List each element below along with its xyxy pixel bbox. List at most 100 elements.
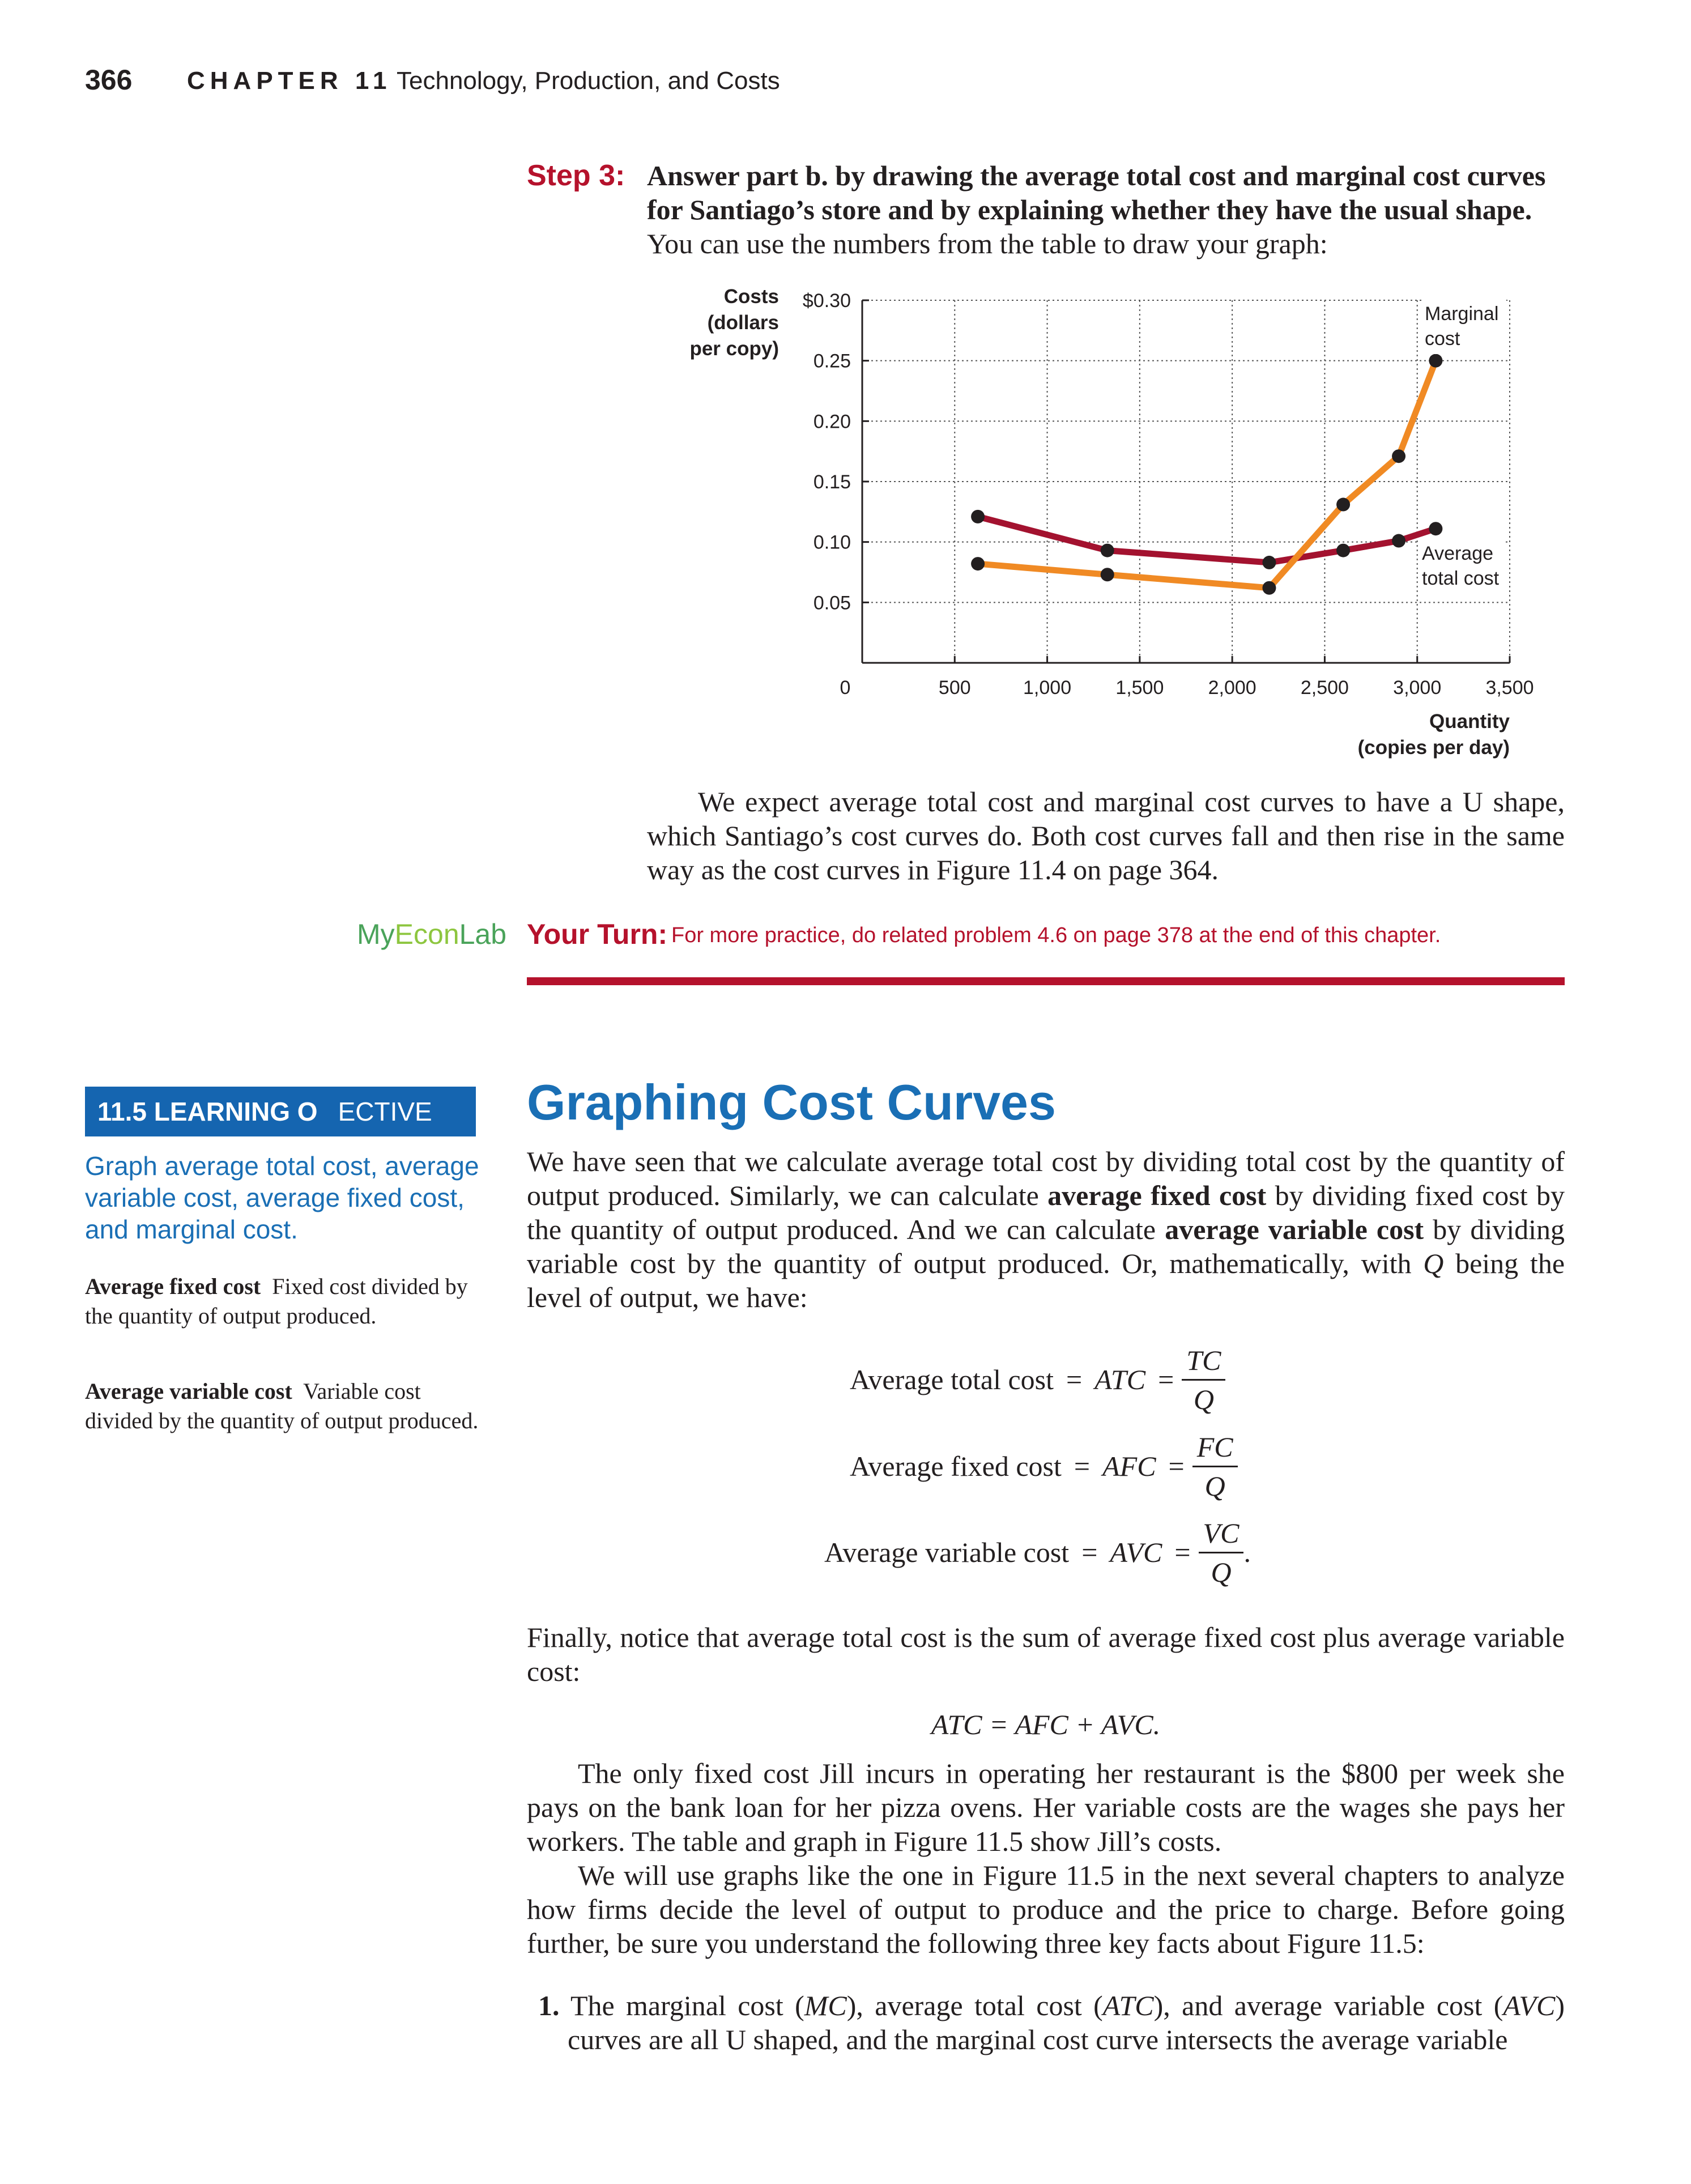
definition-term: Average fixed cost <box>85 1274 261 1299</box>
equation-label: Average fixed cost <box>850 1450 1062 1482</box>
curve-label-text: Marginal cost <box>1425 303 1498 350</box>
learning-objective-badge: 11.5 LEARNING O ECTIVE <box>85 1087 476 1136</box>
text-run: by dividing fixed cost by the quantity o… <box>527 1180 1565 1245</box>
equation-fraction: FC Q <box>1192 1428 1238 1505</box>
equation-sum: ATC = AFC + AVC. <box>931 1709 1161 1740</box>
body-paragraph: Finally, notice that average total cost … <box>527 1621 1565 1687</box>
chapter-label: CHAPTER 11 <box>187 67 392 95</box>
step-plain-text: You can use the numbers from the table t… <box>647 228 1328 259</box>
marginal-cost-label: Marginal cost <box>1421 299 1506 354</box>
chart-tick-labels: 0 500 1,000 1,500 2,000 2,500 3,000 3,500 0.05 0.… <box>803 290 1534 699</box>
y-axis-title: Costs (dollars per copy) <box>689 286 779 360</box>
curve-label-line: Marginal <box>1425 303 1498 325</box>
key-term: average variable cost <box>1165 1214 1424 1245</box>
series-line-average-total-cost <box>974 513 1439 566</box>
section-title: Graphing Cost Curves <box>527 1074 1056 1130</box>
x-tick-label: 2,000 <box>1208 677 1256 699</box>
text-run: The marginal cost ( <box>570 1990 804 2021</box>
body-paragraph: We have seen that we calculate average t… <box>527 1144 1565 1314</box>
equation-label: Average total cost <box>850 1364 1054 1395</box>
x-tick-label: 0 <box>840 677 851 699</box>
definition-text: Variable cost divided by the quantity of… <box>85 1378 479 1433</box>
step-label: Step 3: <box>527 159 625 192</box>
data-point <box>1262 581 1276 595</box>
cost-curves-chart: 0 500 1,000 1,500 2,000 2,500 3,000 3,500 0.05 0.… <box>689 286 1534 759</box>
fraction-numerator: FC <box>1192 1428 1238 1467</box>
equation-abbr: ATC <box>1094 1364 1146 1395</box>
x-tick-label: 3,500 <box>1485 677 1534 699</box>
definition-average-variable-cost: Average variable cost Variable cost divi… <box>85 1377 482 1436</box>
curve-label-background <box>1421 299 1506 354</box>
equation-end: . <box>1243 1536 1251 1568</box>
curve-label-line: Average <box>1422 543 1493 564</box>
curve-label-background <box>1419 538 1503 594</box>
math-symbol: ATC <box>1102 1990 1154 2021</box>
lo-badge-bold: 11.5 LEARNING O <box>97 1097 318 1126</box>
equation-label: Average variable cost <box>824 1536 1070 1568</box>
fraction-numerator: VC <box>1198 1514 1244 1553</box>
lo-badge-rest: ECTIVE <box>338 1097 432 1126</box>
step-text: Answer part b. by drawing the average to… <box>647 159 1565 261</box>
x-axis-title-line: (copies per day) <box>1358 736 1510 759</box>
y-axis-title-line: Costs <box>724 286 779 308</box>
x-tick-label: 2,500 <box>1301 677 1349 699</box>
data-point <box>1392 449 1406 463</box>
x-tick-label: 500 <box>939 677 971 699</box>
math-symbol: MC <box>804 1990 847 2021</box>
step-conclusion: We expect average total cost and margina… <box>647 786 1565 885</box>
data-point <box>1100 568 1114 582</box>
data-point <box>1100 543 1114 557</box>
x-tick-label: 3,000 <box>1393 677 1441 699</box>
math-symbol: Q <box>1423 1248 1444 1279</box>
text-run: being the level of output, we have: <box>527 1248 1565 1313</box>
myeconlab-logo: MyEconLab <box>357 918 506 951</box>
chart-axes <box>861 299 1511 664</box>
myeconlab-econ: Econ <box>394 918 459 950</box>
average-total-cost-label: Average total cost <box>1419 538 1503 594</box>
definition-average-fixed-cost: Average fixed cost Fixed cost divided by… <box>85 1272 482 1331</box>
list-item: 1. The marginal cost (MC), average total… <box>527 1989 1565 2057</box>
y-tick-label: 0.15 <box>813 471 851 493</box>
y-tick-label: $0.30 <box>803 290 851 312</box>
equation-average-total-cost: Average total cost = ATC = TC Q <box>527 1337 1565 1422</box>
equation-abbr: AFC <box>1102 1450 1156 1482</box>
data-point <box>1429 522 1443 536</box>
data-point <box>971 557 985 571</box>
text-run: We have seen that we calculate average t… <box>527 1146 1565 1211</box>
text-run: ) curves are all U shaped, and the margi… <box>568 1990 1565 2055</box>
equation-abbr: AVC <box>1110 1536 1162 1568</box>
y-tick-label: 0.25 <box>813 351 851 372</box>
y-axis-title-line: (dollars <box>708 312 779 334</box>
myeconlab-lab: Lab <box>459 918 507 950</box>
y-tick-label: 0.05 <box>813 592 851 614</box>
data-point <box>1392 534 1406 548</box>
fraction-denominator: Q <box>1211 1556 1232 1588</box>
data-point <box>1429 354 1443 368</box>
y-axis-title-line: per copy) <box>689 338 779 360</box>
body-paragraph: The only fixed cost Jill incurs in opera… <box>527 1757 1565 1857</box>
curve-label-line: cost <box>1425 328 1460 350</box>
definition-text: Fixed cost divided by the quantity of ou… <box>85 1274 468 1329</box>
curve-label-line: total cost <box>1422 568 1500 589</box>
page-number: 366 <box>85 64 133 96</box>
chapter-title: Technology, Production, and Costs <box>397 67 780 95</box>
text-run: by dividing variable cost by the quantit… <box>527 1214 1565 1279</box>
x-tick-label: 1,000 <box>1023 677 1071 699</box>
y-tick-label: 0.10 <box>813 532 851 554</box>
equation-fraction: VC Q <box>1198 1514 1244 1591</box>
series-line-marginal-cost <box>974 357 1439 591</box>
body-paragraph: We will use graphs like the one in Figur… <box>527 1859 1565 1959</box>
list-number: 1. <box>538 1990 560 2021</box>
chart-labels: Costs (dollars per copy) Quantity (copies pe… <box>689 286 1510 759</box>
chart-grid <box>862 300 1510 663</box>
math-symbol: AVC <box>1503 1990 1556 2021</box>
x-axis-title: Quantity (copies per day) <box>1358 710 1510 759</box>
x-tick-label: 1,500 <box>1115 677 1164 699</box>
fraction-numerator: TC <box>1182 1342 1226 1381</box>
equation-average-variable-cost: Average variable cost = AVC = VC Q . <box>527 1510 1565 1595</box>
your-turn-label: Your Turn: <box>527 918 668 950</box>
text-run: ), average total cost ( <box>846 1990 1103 2021</box>
fraction-denominator: Q <box>1193 1383 1214 1415</box>
section-divider <box>527 977 1565 985</box>
definition-term: Average variable cost <box>85 1378 292 1404</box>
